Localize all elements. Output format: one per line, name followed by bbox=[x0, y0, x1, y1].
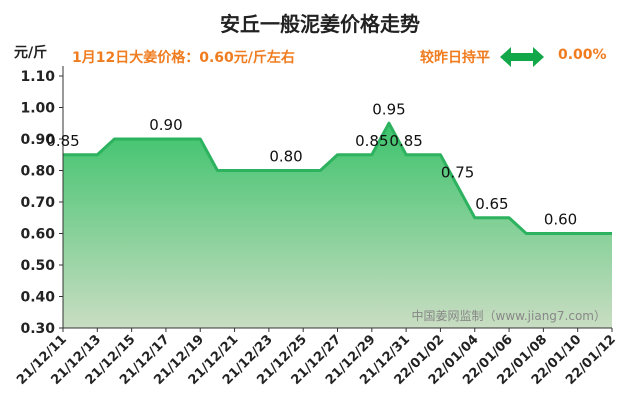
y-tick-label: 0.70 bbox=[20, 195, 55, 211]
y-tick-label: 0.40 bbox=[20, 290, 55, 306]
data-label: 0.80 bbox=[269, 148, 302, 166]
data-label: 0.75 bbox=[441, 163, 474, 181]
y-axis-unit: 元/斤 bbox=[14, 45, 48, 61]
double-arrow-icon bbox=[500, 47, 544, 67]
data-label: 0.65 bbox=[475, 195, 508, 213]
y-tick-label: 0.60 bbox=[20, 227, 55, 243]
price-area bbox=[63, 123, 612, 328]
data-label: 0.95 bbox=[372, 100, 405, 118]
data-label: 0.85 bbox=[389, 132, 422, 150]
price-line bbox=[63, 121, 612, 235]
data-label: 0.90 bbox=[149, 116, 182, 134]
y-tick-label: 0.80 bbox=[20, 164, 55, 180]
data-label: 0.60 bbox=[544, 211, 577, 229]
compare-value: 0.00% bbox=[558, 47, 607, 63]
y-tick-label: 0.90 bbox=[20, 132, 55, 148]
y-tick-label: 0.30 bbox=[20, 321, 55, 337]
data-label: 0.85 bbox=[46, 132, 79, 150]
chart-title: 安丘一般泥姜价格走势 bbox=[220, 12, 420, 36]
y-tick-label: 1.00 bbox=[20, 101, 55, 117]
price-info: 1月12日大姜价格：0.60元/斤左右 bbox=[72, 50, 295, 66]
y-tick-label: 0.50 bbox=[20, 258, 55, 274]
compare-label: 较昨日持平 bbox=[420, 50, 490, 66]
y-tick-label: 1.10 bbox=[20, 69, 55, 85]
data-label: 0.85 bbox=[355, 132, 388, 150]
watermark: 中国姜网监制（www.jiang7.com） bbox=[412, 308, 606, 323]
